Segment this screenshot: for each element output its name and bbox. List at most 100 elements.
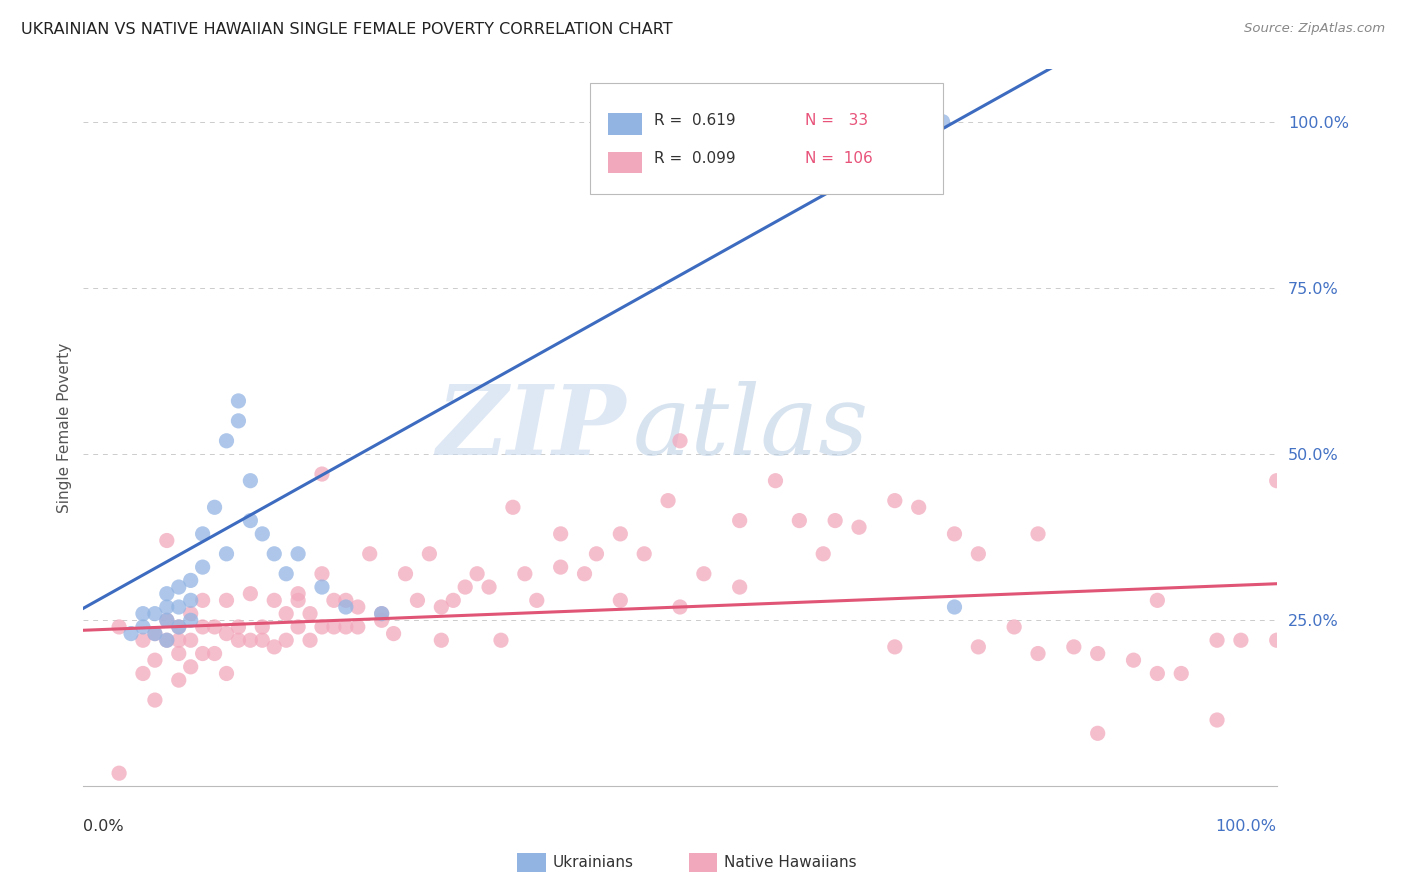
Point — [180, 607, 202, 621]
Point — [287, 587, 309, 601]
Point — [120, 626, 142, 640]
Point — [967, 640, 990, 654]
Point — [252, 633, 274, 648]
Point — [967, 547, 990, 561]
Point — [143, 607, 166, 621]
Point — [370, 607, 392, 621]
Point — [143, 653, 166, 667]
Point — [180, 633, 202, 648]
Point — [167, 599, 190, 614]
Text: Native Hawaiians: Native Hawaiians — [724, 855, 856, 870]
Point — [228, 393, 250, 408]
Point — [765, 474, 787, 488]
Point — [1265, 474, 1288, 488]
Point — [1206, 633, 1229, 648]
Point — [299, 607, 322, 621]
Point — [191, 593, 214, 607]
Point — [526, 593, 548, 607]
Point — [728, 580, 751, 594]
Point — [167, 647, 190, 661]
Point — [550, 527, 572, 541]
Point — [311, 620, 333, 634]
Point — [180, 613, 202, 627]
Point — [180, 660, 202, 674]
Point — [239, 633, 262, 648]
Point — [430, 599, 453, 614]
Point — [156, 533, 179, 548]
Point — [728, 514, 751, 528]
Point — [370, 607, 392, 621]
Point — [943, 527, 966, 541]
Point — [287, 620, 309, 634]
Point — [1146, 593, 1168, 607]
Point — [143, 626, 166, 640]
Text: UKRAINIAN VS NATIVE HAWAIIAN SINGLE FEMALE POVERTY CORRELATION CHART: UKRAINIAN VS NATIVE HAWAIIAN SINGLE FEMA… — [21, 22, 672, 37]
Point — [215, 434, 238, 448]
Point — [669, 434, 692, 448]
Point — [263, 593, 285, 607]
Point — [191, 527, 214, 541]
Point — [441, 593, 464, 607]
Point — [204, 647, 226, 661]
Text: atlas: atlas — [633, 381, 869, 475]
Point — [287, 593, 309, 607]
Point — [156, 599, 179, 614]
Point — [156, 613, 179, 627]
Point — [1002, 620, 1025, 634]
Point — [335, 593, 357, 607]
Point — [252, 620, 274, 634]
Point — [311, 566, 333, 581]
Point — [180, 574, 202, 588]
Point — [252, 527, 274, 541]
Point — [1026, 527, 1049, 541]
Point — [943, 599, 966, 614]
Point — [502, 500, 524, 515]
Point — [276, 633, 298, 648]
FancyBboxPatch shape — [591, 83, 942, 194]
Text: Ukrainians: Ukrainians — [553, 855, 634, 870]
Point — [633, 547, 655, 561]
Point — [263, 640, 285, 654]
Point — [824, 514, 846, 528]
Point — [204, 620, 226, 634]
Point — [489, 633, 512, 648]
Point — [883, 640, 905, 654]
Point — [359, 547, 381, 561]
Point — [239, 514, 262, 528]
Point — [465, 566, 488, 581]
Point — [1146, 666, 1168, 681]
Text: ZIP: ZIP — [437, 381, 626, 475]
Point — [132, 607, 155, 621]
Point — [394, 566, 416, 581]
Point — [1087, 647, 1109, 661]
Point — [167, 620, 190, 634]
Point — [322, 593, 344, 607]
Point — [1230, 633, 1253, 648]
Point — [167, 633, 190, 648]
Point — [311, 467, 333, 481]
Point — [370, 613, 392, 627]
Point — [1170, 666, 1192, 681]
Point — [156, 633, 179, 648]
Point — [263, 547, 285, 561]
Point — [167, 580, 190, 594]
Point — [156, 613, 179, 627]
Point — [228, 414, 250, 428]
Point — [156, 587, 179, 601]
Text: N =  106: N = 106 — [806, 151, 873, 166]
Point — [585, 547, 607, 561]
Point — [167, 673, 190, 687]
Point — [287, 547, 309, 561]
Point — [108, 766, 131, 780]
Point — [311, 580, 333, 594]
Point — [883, 493, 905, 508]
Point — [693, 566, 716, 581]
Point — [215, 666, 238, 681]
Point — [191, 560, 214, 574]
FancyBboxPatch shape — [609, 113, 641, 135]
Point — [848, 520, 870, 534]
Point — [1026, 647, 1049, 661]
Point — [108, 620, 131, 634]
Point — [430, 633, 453, 648]
Point — [1122, 653, 1144, 667]
